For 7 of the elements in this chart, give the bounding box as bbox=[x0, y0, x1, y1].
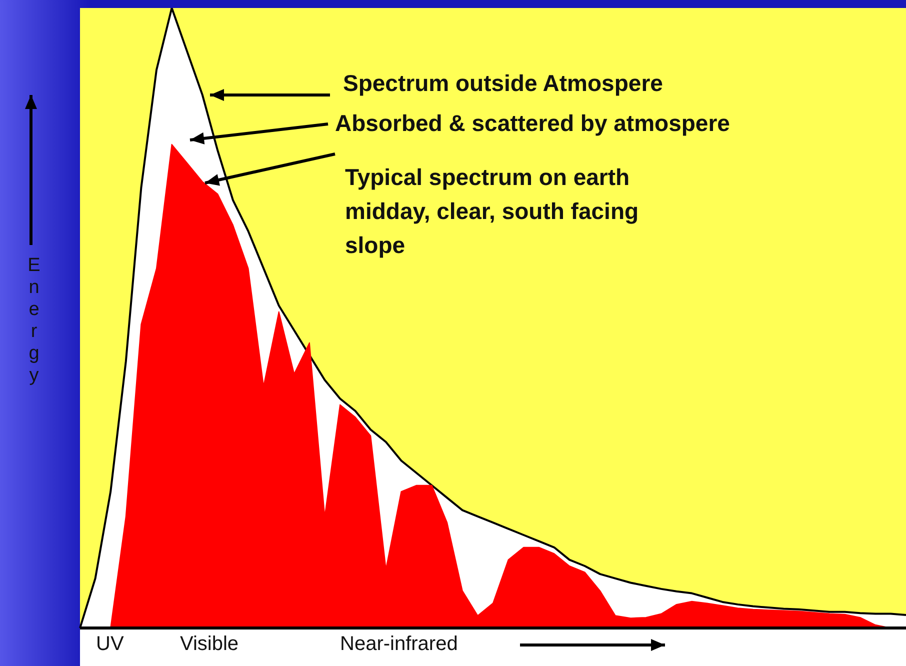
text: Visible bbox=[180, 633, 239, 656]
text: Near-infrared bbox=[340, 633, 458, 656]
annotation: Absorbed & scattered by atmospere bbox=[335, 109, 730, 138]
annotation: Typical spectrum on earth midday, clear, south facing slope bbox=[345, 163, 639, 260]
y-axis-title: Energy bbox=[26, 255, 42, 387]
text: UV bbox=[96, 633, 124, 656]
annotation: Spectrum outside Atmospere bbox=[343, 69, 663, 98]
